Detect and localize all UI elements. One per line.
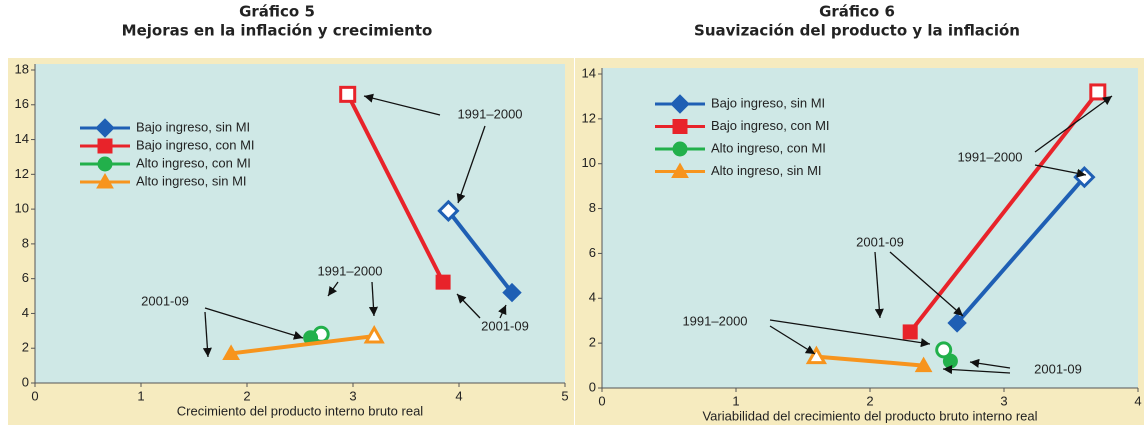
x-tick-label: 1 xyxy=(732,393,739,408)
point xyxy=(437,199,460,222)
chart-subtitle: Mejoras en la inflación y crecimiento xyxy=(122,22,433,40)
x-tick-label: 0 xyxy=(31,388,38,403)
y-tick-label: 16 xyxy=(15,96,29,111)
annotation-arrow xyxy=(889,251,964,317)
annotation-arrow xyxy=(1034,164,1087,178)
annotation-arrow xyxy=(498,304,507,319)
annotation-arrow xyxy=(969,358,1011,369)
annotation: 2001-09 xyxy=(856,234,904,249)
x-tick-label: 2 xyxy=(243,388,250,403)
legend-marker xyxy=(97,138,113,154)
x-tick-label: 4 xyxy=(1134,393,1141,408)
x-tick-label: 0 xyxy=(598,393,605,408)
annotation-arrow xyxy=(1034,95,1113,153)
y-tick-label: 14 xyxy=(15,131,29,146)
x-axis-label: Variabilidad del crecimiento del product… xyxy=(702,408,1037,423)
annotation-arrow xyxy=(456,293,481,319)
annotation-arrow xyxy=(874,251,884,319)
x-axis-label: Crecimiento del producto interno bruto r… xyxy=(177,403,424,418)
point xyxy=(1089,83,1107,101)
point xyxy=(339,85,357,103)
annotation: 2001-09 xyxy=(1034,361,1082,376)
y-tick-label: 8 xyxy=(589,200,596,215)
x-tick-label: 5 xyxy=(561,388,568,403)
chart-title: Gráfico 6 xyxy=(819,3,895,21)
legend-label: Alto ingreso, sin MI xyxy=(136,173,247,188)
y-tick-label: 12 xyxy=(582,110,596,125)
y-tick-label: 10 xyxy=(15,201,29,216)
y-tick-label: 0 xyxy=(589,379,596,394)
y-tick-label: 2 xyxy=(22,340,29,355)
annotation: 1991–2000 xyxy=(317,263,382,278)
legend-marker xyxy=(95,118,115,138)
series-line xyxy=(345,93,445,284)
y-tick-label: 14 xyxy=(582,65,596,80)
legend-label: Bajo ingreso, sin MI xyxy=(711,95,825,110)
x-tick-label: 3 xyxy=(1000,393,1007,408)
legend-label: Alto ingreso, con MI xyxy=(136,155,251,170)
point xyxy=(947,313,967,333)
annotation-arrow xyxy=(368,281,379,317)
point xyxy=(502,282,522,303)
series-line xyxy=(446,209,514,294)
point xyxy=(942,353,958,369)
legend-label: Bajo ingreso, con MI xyxy=(136,137,255,152)
legend-marker xyxy=(97,156,113,172)
legend-label: Alto ingreso, con MI xyxy=(711,140,826,155)
annotation: 2001-09 xyxy=(481,318,529,333)
annotation: 2001-09 xyxy=(141,293,189,308)
plot-area xyxy=(602,68,1138,388)
y-tick-label: 12 xyxy=(15,166,29,181)
chart-subtitle: Suavización del producto y la inflación xyxy=(694,22,1020,40)
point xyxy=(222,344,240,360)
legend-label: Alto ingreso, sin MI xyxy=(711,163,822,178)
y-tick-label: 0 xyxy=(22,374,29,389)
annotation-arrow xyxy=(363,93,441,116)
x-tick-label: 4 xyxy=(455,388,462,403)
annotation-arrow xyxy=(327,281,339,297)
annotation-arrow xyxy=(456,125,486,204)
x-tick-label: 2 xyxy=(866,393,873,408)
point xyxy=(902,324,918,340)
annotation-arrow xyxy=(769,319,931,348)
annotation-arrow xyxy=(942,365,1011,375)
legend-marker xyxy=(672,119,688,134)
point xyxy=(435,274,451,290)
y-tick-label: 2 xyxy=(589,335,596,350)
y-tick-label: 10 xyxy=(582,155,596,170)
y-tick-label: 18 xyxy=(15,61,29,76)
series-line xyxy=(955,175,1086,325)
legend-marker xyxy=(96,172,114,189)
annotation: 1991–2000 xyxy=(682,313,747,328)
annotation-arrow xyxy=(204,307,304,340)
point xyxy=(914,356,933,373)
chart-title: Gráfico 5 xyxy=(239,3,315,21)
x-tick-label: 1 xyxy=(137,388,144,403)
annotation: 1991–2000 xyxy=(457,106,522,121)
y-tick-label: 8 xyxy=(22,235,29,250)
legend-label: Bajo ingreso, con MI xyxy=(711,118,830,133)
y-tick-label: 6 xyxy=(589,245,596,260)
plot-area xyxy=(35,64,565,383)
point xyxy=(935,341,953,359)
annotation-arrow xyxy=(202,311,212,358)
legend-label: Bajo ingreso, sin MI xyxy=(136,119,250,134)
annotation: 1991–2000 xyxy=(957,149,1022,164)
legend-marker xyxy=(672,141,688,157)
point xyxy=(805,345,827,365)
point xyxy=(363,325,385,344)
y-tick-label: 6 xyxy=(22,270,29,285)
annotation-arrow xyxy=(769,325,816,355)
series-line xyxy=(908,90,1100,334)
series-line xyxy=(816,354,924,368)
y-tick-label: 4 xyxy=(589,290,596,305)
series-line xyxy=(230,334,375,356)
x-tick-label: 3 xyxy=(349,388,356,403)
legend-marker xyxy=(671,162,689,178)
legend-marker xyxy=(670,94,690,114)
y-tick-label: 4 xyxy=(22,305,29,320)
